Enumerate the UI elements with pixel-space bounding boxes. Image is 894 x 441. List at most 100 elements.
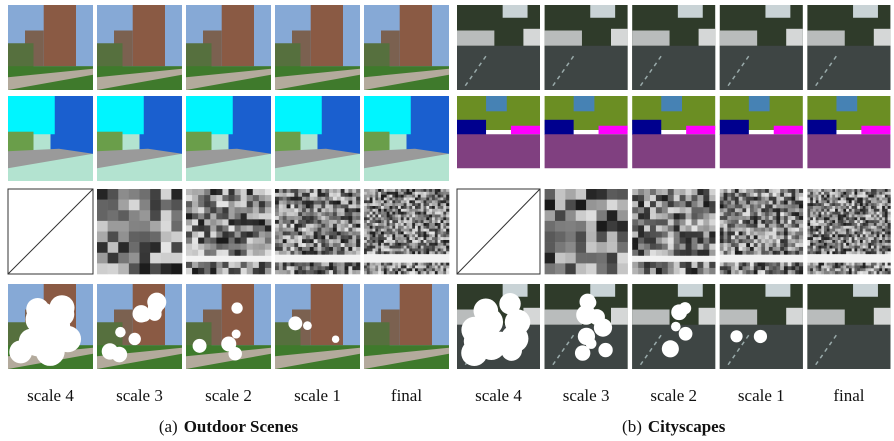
error-pixel [882,268,886,272]
error-pixel [815,262,819,266]
error-pixel [738,231,743,236]
error-pixel [727,258,732,263]
error-pixel [340,243,345,248]
error-pixel [879,262,883,266]
error-pixel [434,228,438,232]
error-pixel [171,252,183,264]
error-pixel [887,208,891,212]
error-pixel [734,200,739,205]
error-pixel [832,206,836,210]
error-pixel [734,227,739,232]
mask-blob [231,302,243,314]
error-pixel [832,257,836,261]
error-pixel [859,223,864,227]
error-pixel [865,228,869,232]
building [399,284,432,346]
error-pixel [386,223,390,227]
error-pixel [372,231,376,235]
error-pixel [264,267,272,275]
error-pixel [818,237,822,241]
error-pixel [383,225,387,229]
error-pixel [434,265,438,269]
error-pixel [638,207,645,214]
error-pixel [848,200,852,204]
error-pixel [228,225,235,232]
error-pixel [325,258,330,263]
error-pixel [434,223,438,227]
error-pixel [879,203,883,207]
error-pixel [857,254,861,258]
error-pixel [369,220,373,224]
error-pixel [818,234,822,238]
error-pixel [812,268,816,272]
error-pixel [406,259,410,263]
error-pixel [290,223,295,228]
error-pixel [282,243,287,248]
lane [639,334,662,366]
error-pixel [719,266,724,271]
error-pixel [709,219,716,226]
error-pixel [186,213,193,220]
error-pixel [837,197,841,201]
error-pixel [840,208,844,212]
error-pixel [719,192,724,198]
error-pixel [400,191,404,195]
error-pixel [810,217,814,221]
error-pixel [332,250,338,255]
error-pixel [685,231,692,238]
error-pixel [305,204,311,209]
error-pixel [868,214,872,218]
error-pixel [305,212,311,217]
error-pixel [432,257,436,261]
error-pixel [246,249,254,257]
error-pixel [876,271,880,275]
error-pixel [286,204,291,209]
error-pixel [857,268,861,272]
error-pixel [884,237,888,241]
error-pixel [336,200,341,205]
error-pixel [282,189,287,194]
error-pixel [228,219,235,226]
error-pixel [871,211,875,215]
error-pixel [644,267,651,275]
error-pixel [403,259,407,263]
seg-blue [228,96,271,154]
error-pixel [415,208,419,212]
error-pixel [854,251,858,255]
error-pixel [862,242,866,246]
error-pixel [446,271,450,275]
error-pixel [383,245,387,249]
error-pixel [415,259,419,263]
error-pixel [723,212,728,217]
error-pixel [862,194,866,198]
mask-blob [585,338,597,349]
error-pixel [366,271,370,275]
error-pixel [192,213,199,220]
error-pixel [780,200,785,205]
car-right [786,307,803,325]
error-pixel [389,245,393,249]
error-pixel [423,206,427,210]
error-pixel [434,200,438,204]
error-pixel [426,242,430,246]
error-pixel [398,194,402,198]
error-pixel [787,262,792,267]
error-pixel [873,248,877,252]
error-pixel [420,211,424,215]
error-pixel [336,204,341,209]
error-pixel [667,213,674,220]
error-pixel [727,208,732,213]
error-pixel [440,240,444,244]
error-pixel [761,189,766,194]
error-pixel [403,208,407,212]
error-pixel [859,220,864,224]
error-pixel [795,246,800,252]
error-pixel [685,195,692,202]
error-pixel [348,204,353,209]
error-pixel [851,237,855,241]
error-pixel [780,235,785,240]
error-pixel [731,266,736,271]
error-pixel [865,242,869,246]
error-pixel [753,196,758,201]
error-pixel [375,251,379,255]
